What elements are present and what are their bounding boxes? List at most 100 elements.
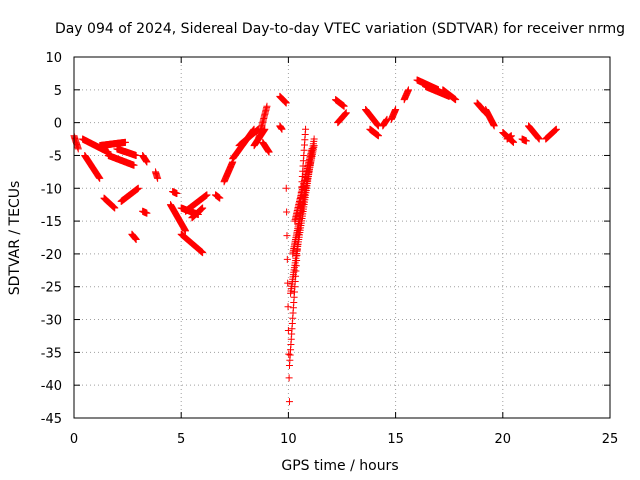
- y-axis-label: SDTVAR / TECUs: [7, 181, 23, 296]
- data-point: [535, 135, 543, 143]
- data-series-segment: [96, 138, 129, 150]
- data-series-segment: [188, 204, 207, 222]
- data-series-segment: [334, 109, 350, 127]
- data-point: [285, 374, 293, 382]
- data-point: [181, 227, 189, 235]
- data-series-segment: [177, 230, 207, 257]
- data-point: [154, 174, 162, 182]
- y-tick-label: -10: [41, 182, 62, 197]
- data-point: [392, 106, 400, 114]
- data-series-segment: [100, 194, 119, 212]
- x-tick-label: 25: [602, 432, 619, 447]
- data-point: [74, 145, 82, 153]
- data-series-segment: [117, 184, 142, 205]
- data-series-segment: [482, 106, 498, 130]
- data-series-segment: [518, 135, 530, 145]
- data-point: [282, 99, 290, 107]
- data-series-segment: [113, 145, 140, 159]
- x-tick-label: 20: [495, 432, 512, 447]
- data-point: [302, 125, 310, 133]
- data-series-segment: [525, 122, 543, 143]
- data-point: [285, 350, 293, 358]
- data-point: [374, 132, 382, 140]
- y-tick-label: -25: [41, 281, 62, 296]
- data-series-segment: [332, 96, 348, 110]
- data-point: [507, 132, 515, 140]
- data-series-segment: [128, 230, 140, 243]
- data-series-segment: [276, 92, 290, 107]
- data-point: [278, 125, 286, 133]
- data-point: [284, 279, 292, 287]
- data-point: [132, 151, 140, 159]
- grid-lines: [74, 57, 610, 418]
- chart-title: Day 094 of 2024, Sidereal Day-to-day VTE…: [55, 21, 625, 37]
- data-points: [70, 76, 560, 406]
- data-series-segment: [81, 151, 104, 182]
- data-series-segment: [503, 132, 515, 143]
- data-series-segment: [362, 106, 382, 130]
- data-point: [282, 184, 290, 192]
- data-point: [130, 161, 138, 169]
- data-series-segment: [379, 115, 391, 130]
- data-point: [510, 138, 518, 146]
- data-series-segment: [169, 188, 181, 198]
- data-series-segment: [291, 145, 316, 225]
- x-tick-label: 15: [387, 432, 404, 447]
- data-point: [199, 249, 207, 257]
- x-tick-label: 5: [177, 432, 185, 447]
- data-point: [308, 145, 316, 153]
- data-series-segment: [254, 102, 271, 143]
- data-series-segment: [387, 106, 400, 123]
- data-series-segment: [212, 191, 224, 202]
- data-point: [216, 194, 224, 202]
- y-tick-label: 5: [54, 84, 62, 99]
- x-axis-label: GPS time / hours: [281, 458, 398, 474]
- data-point: [284, 326, 292, 334]
- data-point: [552, 125, 560, 133]
- y-tick-label: 10: [45, 51, 62, 66]
- y-tick-label: -20: [41, 248, 62, 263]
- data-point: [283, 255, 291, 263]
- data-series-segment: [542, 125, 560, 143]
- data-point: [121, 138, 129, 146]
- data-point: [340, 102, 348, 110]
- data-point: [310, 135, 318, 143]
- data-series-segment: [166, 201, 189, 235]
- data-series-segment: [139, 151, 151, 166]
- data-point: [203, 191, 211, 199]
- data-series-segment: [366, 125, 382, 140]
- data-series-segment: [79, 135, 112, 156]
- data-series-segment: [282, 184, 293, 406]
- data-series-segment: [259, 138, 273, 156]
- data-series-segment: [151, 168, 162, 182]
- data-point: [522, 137, 530, 145]
- data-point: [283, 232, 291, 240]
- data-point: [452, 96, 460, 104]
- data-point: [263, 102, 271, 110]
- data-point: [143, 158, 151, 166]
- data-point: [132, 235, 140, 243]
- y-tick-label: -15: [41, 215, 62, 230]
- y-tick-label: -5: [49, 149, 62, 164]
- y-tick-label: -35: [41, 346, 62, 361]
- data-series-segment: [139, 207, 151, 217]
- data-point: [285, 398, 293, 406]
- data-point: [265, 148, 273, 156]
- data-point: [342, 109, 350, 117]
- x-tick-label: 0: [70, 432, 78, 447]
- data-point: [143, 209, 151, 217]
- data-point: [490, 122, 498, 130]
- data-point: [134, 184, 142, 192]
- y-tick-label: -40: [41, 379, 62, 394]
- data-point: [96, 174, 104, 182]
- data-series-segment: [276, 122, 286, 133]
- data-point: [284, 303, 292, 311]
- y-tick-label: -45: [41, 412, 62, 427]
- plot-frame: [73, 56, 611, 419]
- data-series-segment: [400, 86, 412, 104]
- data-series-segment: [220, 158, 237, 186]
- data-point: [173, 190, 181, 198]
- data-series-segment: [104, 151, 138, 169]
- y-tick-label: -30: [41, 314, 62, 329]
